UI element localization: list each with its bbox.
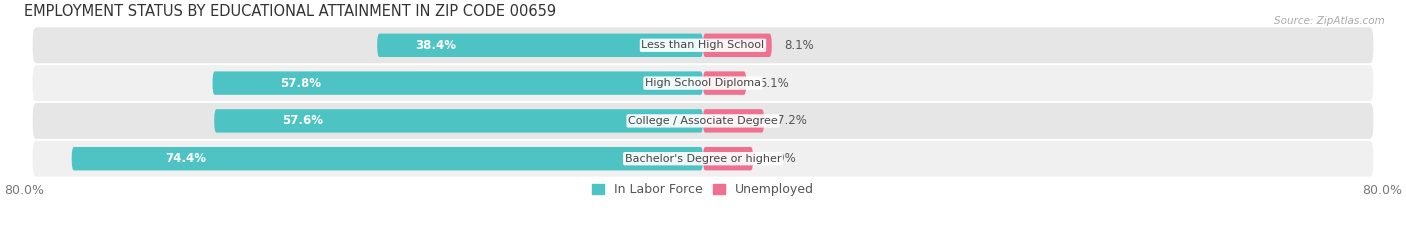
FancyBboxPatch shape: [32, 27, 1374, 63]
FancyBboxPatch shape: [212, 71, 703, 95]
FancyBboxPatch shape: [703, 147, 754, 170]
Text: High School Diploma: High School Diploma: [645, 78, 761, 88]
Text: 57.8%: 57.8%: [280, 77, 322, 90]
Text: Bachelor's Degree or higher: Bachelor's Degree or higher: [624, 154, 782, 164]
FancyBboxPatch shape: [32, 65, 1374, 101]
Text: EMPLOYMENT STATUS BY EDUCATIONAL ATTAINMENT IN ZIP CODE 00659: EMPLOYMENT STATUS BY EDUCATIONAL ATTAINM…: [24, 4, 557, 19]
Legend: In Labor Force, Unemployed: In Labor Force, Unemployed: [586, 178, 820, 201]
Text: 57.6%: 57.6%: [281, 114, 323, 127]
Text: Source: ZipAtlas.com: Source: ZipAtlas.com: [1274, 16, 1385, 26]
FancyBboxPatch shape: [72, 147, 703, 170]
FancyBboxPatch shape: [377, 34, 703, 57]
Text: College / Associate Degree: College / Associate Degree: [628, 116, 778, 126]
FancyBboxPatch shape: [32, 103, 1374, 139]
Text: 74.4%: 74.4%: [165, 152, 205, 165]
FancyBboxPatch shape: [32, 141, 1374, 177]
FancyBboxPatch shape: [214, 109, 703, 133]
Text: 7.2%: 7.2%: [778, 114, 807, 127]
Text: 5.1%: 5.1%: [759, 77, 789, 90]
FancyBboxPatch shape: [703, 34, 772, 57]
Text: 38.4%: 38.4%: [415, 39, 457, 52]
Text: 8.1%: 8.1%: [785, 39, 814, 52]
Text: 5.9%: 5.9%: [766, 152, 796, 165]
FancyBboxPatch shape: [703, 71, 747, 95]
Text: Less than High School: Less than High School: [641, 40, 765, 50]
FancyBboxPatch shape: [703, 109, 763, 133]
